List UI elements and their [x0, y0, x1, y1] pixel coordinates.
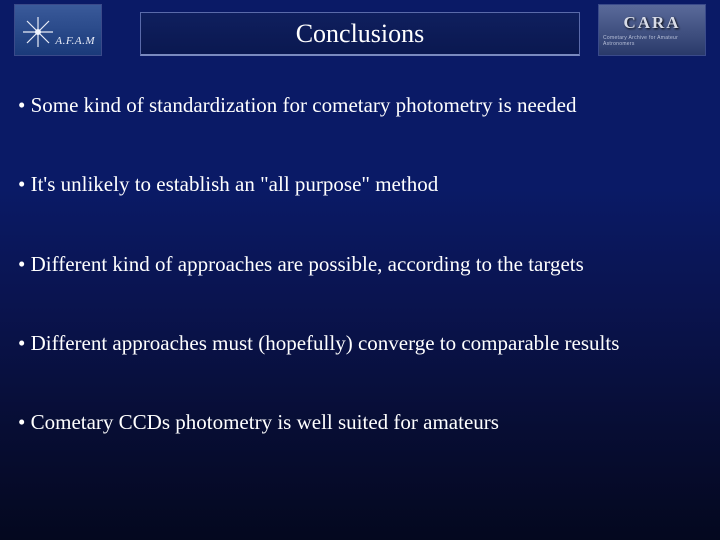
star-icon — [21, 15, 55, 49]
bullet-item: • Different approaches must (hopefully) … — [18, 330, 702, 357]
slide-title: Conclusions — [296, 19, 425, 49]
bullet-item: • Different kind of approaches are possi… — [18, 251, 702, 278]
bullet-item: • Some kind of standardization for comet… — [18, 92, 702, 119]
afam-logo-text: A.F.A.M — [55, 35, 95, 47]
slide-content: • Some kind of standardization for comet… — [0, 64, 720, 436]
cara-logo-subtitle: Cometary Archive for Amateur Astronomers — [603, 35, 701, 47]
bullet-item: • Cometary CCDs photometry is well suite… — [18, 409, 702, 436]
slide-header: A.F.A.M Conclusions CARA Cometary Archiv… — [0, 0, 720, 64]
cara-logo: CARA Cometary Archive for Amateur Astron… — [598, 4, 706, 56]
cara-logo-title: CARA — [623, 13, 680, 33]
bullet-item: • It's unlikely to establish an "all pur… — [18, 171, 702, 198]
afam-logo: A.F.A.M — [14, 4, 102, 56]
title-bar: Conclusions — [140, 12, 580, 56]
